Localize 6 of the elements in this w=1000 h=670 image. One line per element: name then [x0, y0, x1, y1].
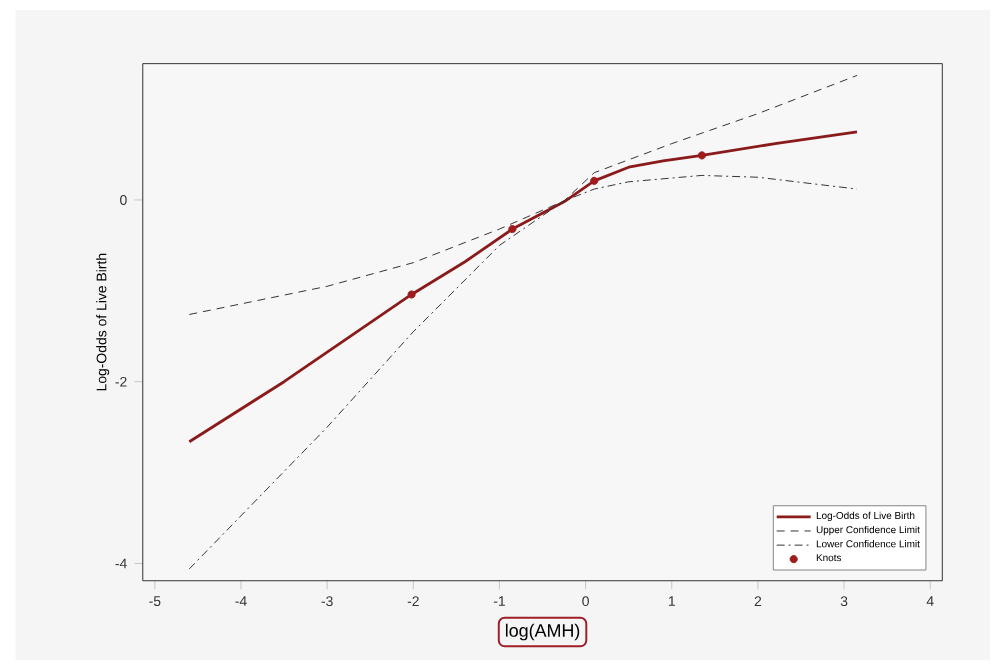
x-axis-title: log(AMH)	[505, 623, 580, 641]
point	[590, 176, 599, 185]
point	[407, 290, 416, 299]
point	[697, 151, 706, 160]
point	[508, 224, 517, 233]
line-series	[187, 130, 859, 443]
